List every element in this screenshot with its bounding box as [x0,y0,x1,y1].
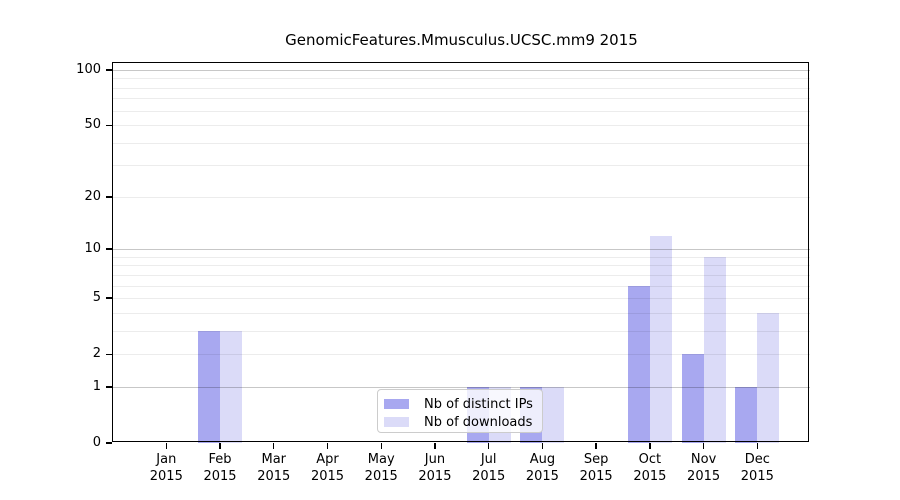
y-tick-label: 2 [92,346,101,362]
gridline-minor [113,142,810,144]
y-tick-label: 100 [76,61,101,77]
gridline-minor [113,285,810,287]
bar-nov-ips [681,354,704,443]
y-tick-mark [106,124,112,126]
gridline-minor [113,110,810,112]
x-tick-mark [649,443,651,449]
x-tick-label-jun: Jun 2015 [418,452,452,484]
plot-area [113,63,810,443]
x-tick-mark [756,443,759,449]
gridline-minor [113,330,810,332]
gridline-minor [113,165,810,167]
x-tick-label-oct: Oct 2015 [633,452,667,484]
bar-dec-downloads [757,312,780,443]
x-tick-label-mar: Mar 2015 [257,452,291,484]
gridline-minor [113,265,810,267]
y-tick-label: 1 [92,378,101,394]
gridline-major [113,69,810,71]
bar-aug-downloads [542,386,565,443]
x-tick-label-nov: Nov 2015 [687,452,721,484]
gridline-minor [113,298,810,300]
y-tick-label: 20 [84,188,101,204]
gridline-minor [113,87,810,89]
legend-item: Nb of distinct IPs [384,396,536,412]
x-tick-mark [595,443,597,449]
x-tick-mark [380,443,382,449]
grid-layer [113,63,810,443]
bar-oct-ips [627,285,650,443]
x-tick-mark [487,443,490,449]
legend-swatch [384,417,409,427]
x-tick-label-feb: Feb 2015 [203,452,237,484]
x-tick-label-sep: Sep 2015 [579,452,613,484]
bar-oct-downloads [649,235,672,443]
x-tick-mark [326,443,329,449]
bar-dec-ips [735,386,758,443]
legend-label: Nb of downloads [424,414,533,430]
x-tick-label-jan: Jan 2015 [149,452,183,484]
y-tick-label: 50 [84,117,101,133]
chart-title: GenomicFeatures.Mmusculus.UCSC.mm9 2015 [285,31,638,49]
gridline-minor [113,78,810,80]
legend-label: Nb of distinct IPs [424,396,533,412]
gridline-minor [113,354,810,356]
x-tick-mark [702,443,705,449]
x-tick-label-jul: Jul 2015 [472,452,506,484]
x-tick-label-may: May 2015 [364,452,398,484]
x-tick-label-dec: Dec 2015 [740,452,774,484]
x-tick-label-apr: Apr 2015 [310,452,345,484]
x-tick-mark [165,443,167,449]
gridline-minor [113,312,810,314]
gridline-major [113,249,810,251]
legend: Nb of distinct IPs Nb of downloads [377,389,543,433]
y-tick-label: 10 [84,241,101,257]
bar-feb-downloads [220,330,243,443]
legend-item: Nb of downloads [384,414,536,430]
gridline-minor [113,256,810,258]
x-tick-mark [273,443,275,449]
bar-nov-downloads [703,256,726,443]
y-tick-mark [106,386,112,388]
y-tick-mark [106,353,112,355]
x-tick-label-aug: Aug 2015 [525,452,559,484]
gridline-minor [113,274,810,276]
y-tick-label: 0 [92,435,101,450]
gridline-major [113,386,810,388]
gridline-minor [113,98,810,100]
x-tick-mark [219,443,221,449]
bar-feb-ips [198,330,221,443]
x-tick-mark [541,443,544,449]
y-tick-label: 5 [92,290,101,306]
y-tick-mark [106,196,112,198]
legend-swatch [384,399,409,409]
gridline-minor [113,125,810,127]
y-tick-mark [106,69,112,71]
x-tick-mark [434,443,436,449]
gridline-minor [113,196,810,198]
y-tick-mark [106,442,112,444]
y-tick-mark [106,248,112,250]
y-tick-mark [106,297,112,299]
